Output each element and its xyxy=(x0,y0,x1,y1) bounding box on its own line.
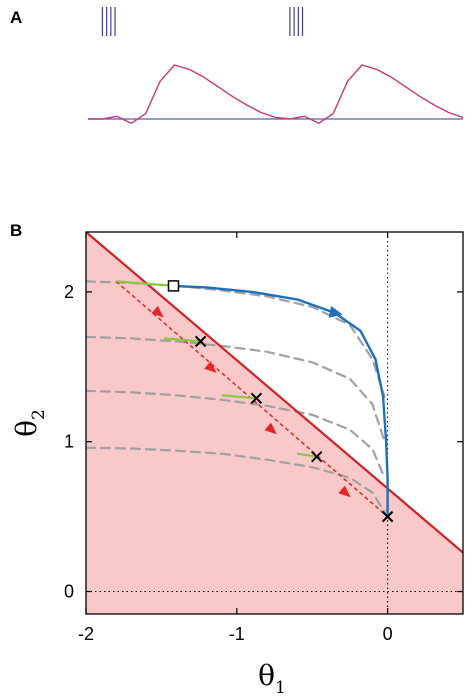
sliding-path xyxy=(115,280,389,518)
y-tick-label: 2 xyxy=(64,282,74,302)
y-tick-label: 0 xyxy=(64,582,74,602)
green-segment-3 xyxy=(221,394,257,400)
reset-curve-4 xyxy=(86,446,386,514)
x-axis-label: θ1 xyxy=(258,659,286,697)
green-segment-1 xyxy=(116,280,174,287)
panel-a-trace xyxy=(88,64,464,124)
x-tick-label: -2 xyxy=(78,624,94,644)
shaded-region xyxy=(86,232,463,614)
boundary-line xyxy=(86,232,463,554)
cross-marker-3 xyxy=(311,450,323,463)
cross-marker-2 xyxy=(250,392,263,404)
sliding-arrow-4 xyxy=(338,485,351,498)
x-tick-label: 0 xyxy=(383,624,393,644)
sliding-arrow-2 xyxy=(204,361,217,373)
y-tick-label: 1 xyxy=(64,432,74,452)
panel-a-label: A xyxy=(10,8,22,27)
trajectory-arrow xyxy=(328,305,343,318)
plot-frame xyxy=(85,231,464,615)
axis-ticks: -2 -1 0 0 1 2 xyxy=(64,232,463,644)
panel-b-label: B xyxy=(10,221,22,240)
reset-curve-2 xyxy=(86,335,386,443)
green-segment-2 xyxy=(164,337,201,343)
y-axis-label: θ2 xyxy=(10,409,49,437)
panel-b: -2 -1 0 0 1 2 θ1 θ2 xyxy=(10,231,464,697)
sliding-arrow-1 xyxy=(151,305,164,318)
cross-marker-4 xyxy=(381,510,394,523)
trajectory-curve xyxy=(173,284,389,517)
green-segment-4 xyxy=(296,452,317,458)
sliding-arrow-3 xyxy=(264,422,277,435)
square-marker xyxy=(167,280,180,292)
reset-curve-3 xyxy=(86,389,386,479)
cross-marker-1 xyxy=(194,335,207,348)
plot-area xyxy=(86,232,463,614)
x-tick-label: -1 xyxy=(229,624,245,644)
panel-a xyxy=(88,7,464,124)
